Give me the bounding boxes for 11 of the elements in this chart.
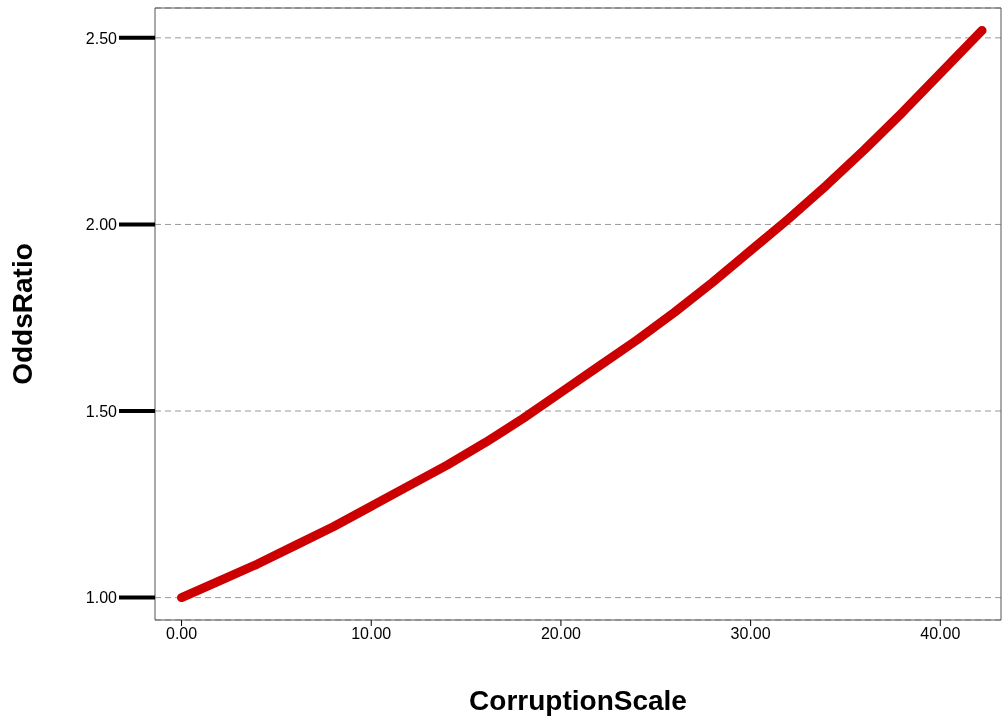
y-axis-title: OddsRatio xyxy=(6,243,38,385)
x-tick-label: 40.00 xyxy=(920,625,961,643)
y-tick-label: 2.00 xyxy=(85,216,118,234)
y-tick-label: 2.50 xyxy=(85,29,118,47)
x-tick-label: 30.00 xyxy=(730,625,771,643)
x-tick-label: 20.00 xyxy=(540,625,582,643)
y-tick-label: 1.50 xyxy=(85,402,118,420)
y-tick-label: 1.00 xyxy=(85,589,118,607)
x-tick-label: 10.00 xyxy=(351,625,392,643)
x-tick-label: 0.00 xyxy=(165,625,198,643)
x-axis-title: CorruptionScale xyxy=(469,685,687,716)
